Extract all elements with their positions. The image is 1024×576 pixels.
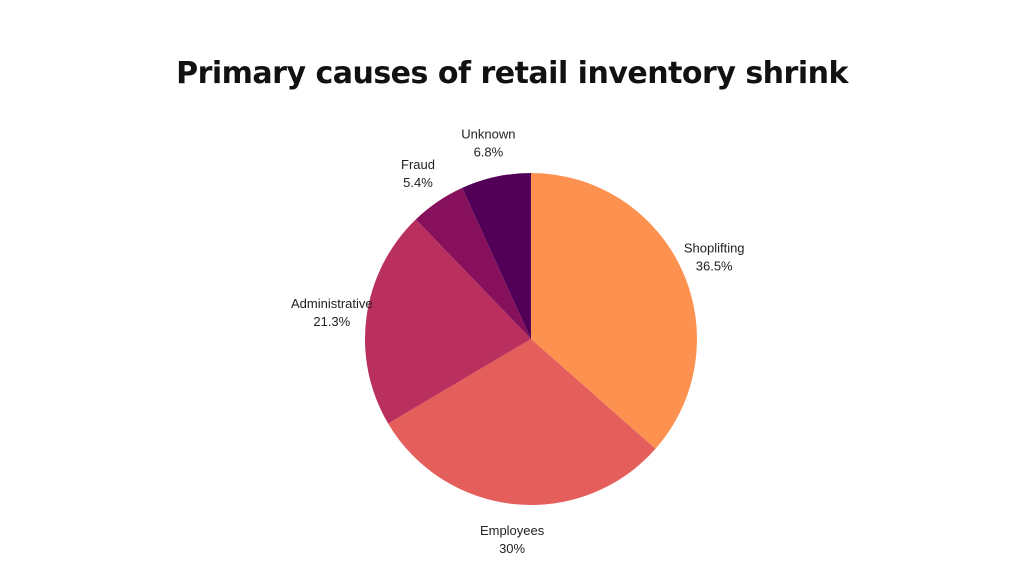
pie-slice-fraud — [415, 187, 531, 339]
pie-labels: Shoplifting 36.5% Employees 30% Administrati… — [291, 127, 745, 556]
slice-category-label: Employees — [480, 523, 545, 538]
slice-category-label: Unknown — [461, 127, 515, 142]
slice-label-fraud: Fraud 5.4% — [401, 157, 435, 190]
slice-label-unknown: Unknown 6.8% — [461, 127, 515, 160]
slice-category-label: Shoplifting — [684, 240, 745, 255]
pie-slice-employees — [388, 339, 656, 505]
slice-value-label: 21.3% — [313, 314, 350, 329]
pie-slice-administrative — [365, 219, 531, 424]
slice-value-label: 36.5% — [696, 258, 733, 273]
slice-category-label: Fraud — [401, 157, 435, 172]
slice-label-shoplifting: Shoplifting 36.5% — [684, 240, 745, 273]
pie-slice-unknown — [462, 173, 531, 339]
chart-title: Primary causes of retail inventory shrin… — [176, 56, 848, 91]
slice-value-label: 30% — [499, 541, 525, 556]
slice-label-administrative: Administrative 21.3% — [291, 296, 373, 329]
slice-value-label: 5.4% — [403, 175, 433, 190]
slice-category-label: Administrative — [291, 296, 373, 311]
pie-slices — [365, 173, 698, 505]
slice-value-label: 6.8% — [474, 145, 504, 160]
slice-label-employees: Employees 30% — [480, 523, 545, 556]
pie-slice-shoplifting — [531, 173, 698, 449]
